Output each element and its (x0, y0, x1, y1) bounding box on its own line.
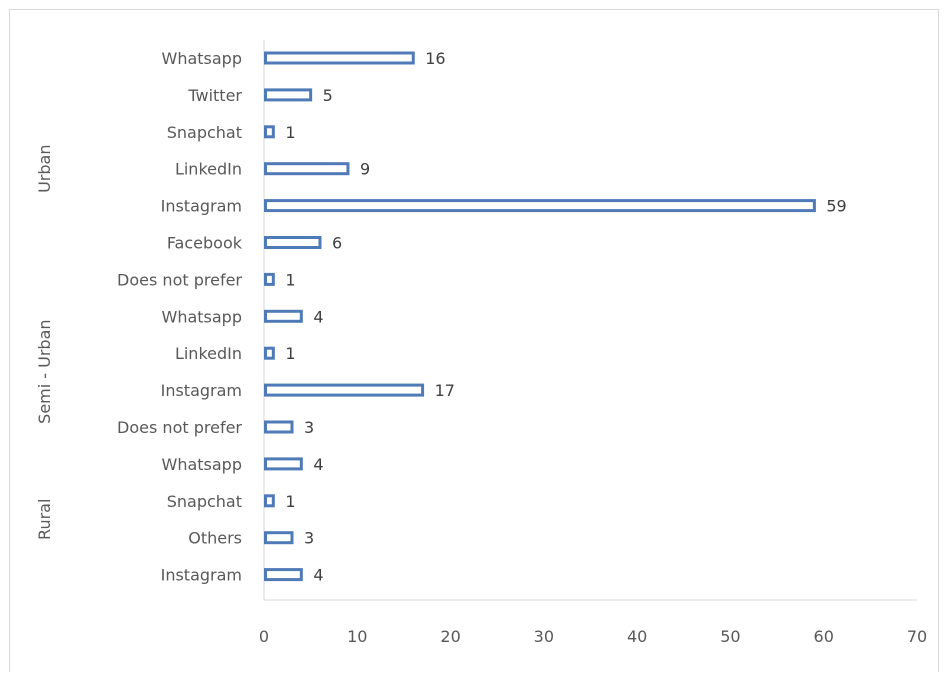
category-label: Snapchat (167, 492, 242, 511)
bar (264, 346, 275, 360)
bar (264, 568, 303, 582)
bar (264, 309, 303, 323)
data-label: 1 (285, 270, 295, 289)
bar (264, 531, 294, 545)
data-label: 4 (313, 307, 323, 326)
data-label: 6 (332, 234, 342, 253)
chart-area (9, 9, 939, 672)
data-label: 17 (435, 381, 455, 400)
category-label: Whatsapp (162, 455, 243, 474)
category-label: Instagram (161, 381, 242, 400)
bar (264, 125, 275, 139)
bar (264, 88, 313, 102)
group-label: Rural (35, 499, 54, 540)
category-label: LinkedIn (175, 160, 242, 179)
data-label: 1 (285, 123, 295, 142)
category-label: Whatsapp (162, 49, 243, 68)
data-label: 59 (826, 197, 846, 216)
x-tick-label: 40 (627, 627, 647, 646)
x-tick-label: 60 (814, 627, 834, 646)
x-tick-label: 50 (720, 627, 740, 646)
category-label: Instagram (161, 566, 242, 585)
data-label: 5 (323, 86, 333, 105)
category-label: LinkedIn (175, 344, 242, 363)
data-label: 1 (285, 492, 295, 511)
group-label: Urban (35, 145, 54, 193)
data-label: 16 (425, 49, 445, 68)
x-tick-label: 0 (259, 627, 269, 646)
bar (264, 457, 303, 471)
x-tick-label: 20 (440, 627, 460, 646)
bar (264, 199, 816, 213)
data-label: 4 (313, 455, 323, 474)
x-tick-label: 10 (347, 627, 367, 646)
data-label: 1 (285, 344, 295, 363)
x-tick-label: 70 (907, 627, 927, 646)
data-label: 3 (304, 529, 314, 548)
category-label: Twitter (187, 86, 242, 105)
category-label: Facebook (167, 234, 243, 253)
bar (264, 272, 275, 286)
category-label: Whatsapp (162, 307, 243, 326)
data-label: 4 (313, 566, 323, 585)
category-label: Instagram (161, 197, 242, 216)
x-tick-label: 30 (534, 627, 554, 646)
bar (264, 494, 275, 508)
bar (264, 51, 415, 65)
group-label: Semi - Urban (35, 319, 54, 423)
category-label: Snapchat (167, 123, 242, 142)
data-label: 9 (360, 160, 370, 179)
bar (264, 383, 425, 397)
bar (264, 236, 322, 249)
category-label: Does not prefer (117, 418, 242, 437)
category-label: Others (188, 529, 242, 548)
bar (264, 162, 350, 176)
data-label: 3 (304, 418, 314, 437)
bar (264, 420, 294, 434)
category-label: Does not prefer (117, 270, 242, 289)
